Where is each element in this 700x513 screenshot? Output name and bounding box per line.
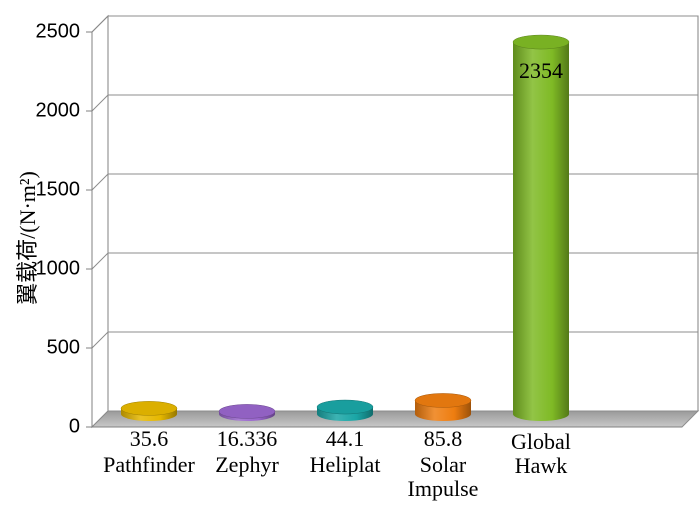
axes — [86, 31, 682, 428]
gridline — [91, 15, 698, 33]
x-tick-label: Heliplat — [310, 452, 381, 477]
x-tick-label: Pathfinder — [103, 452, 195, 477]
bars — [120, 34, 570, 422]
value-labels: 35.6 16.336 44.1 85.8 2354 — [130, 58, 563, 451]
floor — [90, 410, 700, 428]
gridlines — [91, 15, 698, 349]
bar — [512, 34, 570, 422]
plot-walls — [91, 14, 699, 429]
bar — [414, 393, 472, 421]
bar — [316, 399, 374, 421]
x-tick-label: Zephyr — [215, 452, 279, 477]
bar — [120, 401, 178, 421]
bar-top — [120, 401, 178, 416]
bar-body — [513, 42, 569, 422]
bar-top — [218, 404, 276, 419]
y-tick-label: 0 — [69, 415, 80, 437]
x-tick-label: Solar — [420, 452, 467, 477]
data-label: 16.336 — [217, 426, 278, 451]
x-tick-label: Impulse — [408, 476, 479, 501]
gridline — [91, 94, 698, 112]
y-tick-label: 500 — [47, 336, 80, 358]
data-label: 35.6 — [130, 426, 169, 451]
gridline — [91, 331, 698, 349]
x-tick-label: Hawk — [515, 453, 568, 478]
bar-top — [512, 34, 570, 50]
y-tick-label: 2000 — [36, 99, 81, 121]
y-tick-label: 1000 — [36, 257, 81, 279]
side-wall — [91, 14, 109, 429]
y-axis-label: 翼载荷/(N·m²) — [15, 171, 40, 305]
back-wall — [107, 15, 699, 412]
y-tick-label: 1500 — [36, 178, 81, 200]
data-label: 2354 — [519, 58, 563, 83]
gridline — [91, 173, 698, 191]
gridline — [91, 252, 698, 270]
data-label: 85.8 — [424, 426, 463, 451]
y-tick-label: 2500 — [36, 20, 81, 42]
bar — [218, 404, 276, 421]
data-label: 44.1 — [326, 426, 365, 451]
x-tick-label: Global — [511, 429, 571, 454]
y-tick-labels: 0 500 1000 1500 2000 2500 — [36, 20, 81, 437]
bar-top — [316, 399, 374, 415]
plot-floor — [90, 410, 700, 428]
bar-top — [414, 393, 472, 408]
